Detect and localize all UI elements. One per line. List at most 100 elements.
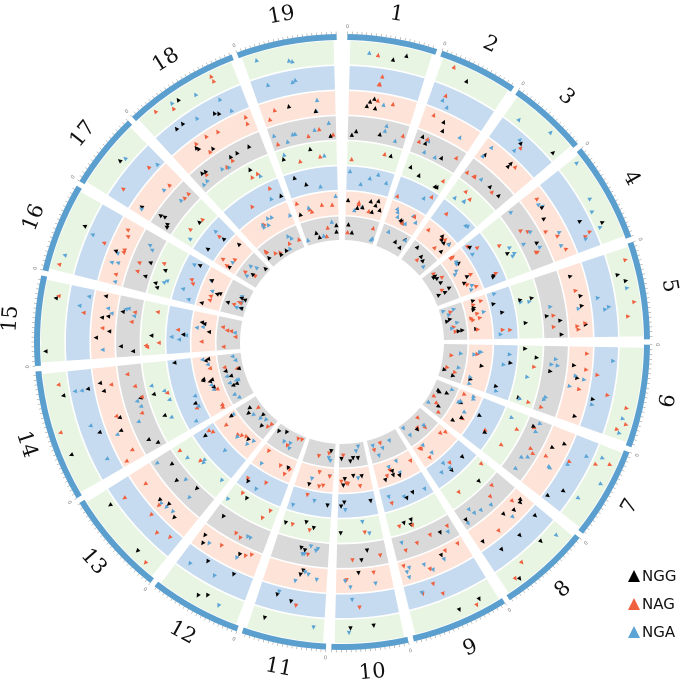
point-marker [439,238,444,243]
point-marker [174,477,180,483]
point-marker [136,419,142,424]
track-segment [445,178,495,227]
tick-mark [226,627,228,631]
point-marker [306,205,312,211]
tick-mark [178,603,181,607]
tick-mark [187,608,189,612]
track-rings [40,40,644,644]
tick-mark [470,621,473,624]
point-marker [541,217,547,222]
point-marker [584,453,590,458]
point-marker [369,235,375,241]
point-marker [194,92,199,98]
tick-mark [511,82,514,86]
point-marker [514,426,520,431]
point-marker [425,399,431,404]
point-marker [124,458,130,463]
tick-mark [483,615,486,618]
point-marker [353,448,358,454]
point-marker [384,473,389,479]
point-marker [220,257,226,262]
tick-mark [584,150,587,153]
point-marker [422,486,427,492]
point-marker [342,500,347,505]
point-marker [453,155,458,161]
track-segment [409,129,467,174]
point-marker [180,121,186,127]
point-marker [300,551,305,557]
point-marker [256,404,261,410]
point-marker [322,153,327,158]
point-marker [595,295,601,301]
tick-label: 0 [583,141,590,147]
track-segment [481,504,554,572]
point-marker [430,272,436,277]
point-marker [526,399,531,404]
point-marker [468,273,474,278]
tick-mark [606,182,609,185]
point-marker [330,202,335,207]
tick-mark [144,579,147,583]
point-marker [382,128,387,134]
point-marker [254,266,260,271]
point-marker [477,350,483,355]
point-marker [187,494,192,500]
tick-mark [579,537,582,540]
point-marker [396,472,402,478]
point-marker [321,483,326,489]
track-segment [171,436,231,498]
tick-label: 0 [32,266,39,271]
tick-label: 0 [67,499,74,505]
legend-item-nag: NAG [628,590,676,618]
point-marker [581,377,587,382]
point-marker [277,428,282,434]
point-marker [355,444,361,449]
point-marker [623,422,629,427]
point-marker [545,492,550,498]
point-marker [420,134,425,140]
point-marker [353,128,359,134]
point-marker [450,417,456,422]
point-marker [315,546,321,552]
point-marker [421,149,426,155]
tick-mark [172,81,175,85]
point-marker [539,205,545,211]
point-marker [321,233,327,239]
point-marker [624,405,629,410]
point-marker [507,246,512,251]
point-marker [379,74,385,79]
point-marker [125,228,131,233]
tick-mark [253,637,255,640]
tick-mark [168,84,170,87]
point-marker [614,426,620,431]
tick-mark [621,469,625,472]
point-marker [373,202,378,208]
point-marker [410,489,415,495]
point-marker [441,556,446,562]
point-marker [238,535,243,541]
point-marker [188,227,193,233]
chromosome-band [241,627,327,650]
tick-mark [526,93,529,96]
point-marker [496,244,502,249]
tick-mark [230,629,233,633]
tick-mark [527,587,530,591]
tick-mark [448,630,450,634]
tick-mark [71,493,75,496]
tick-mark [144,101,147,105]
tick-mark [54,459,58,461]
point-marker [441,119,446,125]
point-marker [310,476,315,482]
tick-mark [258,638,260,642]
point-marker [164,279,170,284]
tick-mark [615,199,619,201]
point-marker [245,121,250,127]
point-marker [453,260,459,265]
point-marker [512,165,518,171]
point-marker [345,197,351,203]
track-segment [384,200,425,236]
point-marker [139,207,145,212]
tick-mark [611,190,614,193]
point-marker [558,244,564,249]
